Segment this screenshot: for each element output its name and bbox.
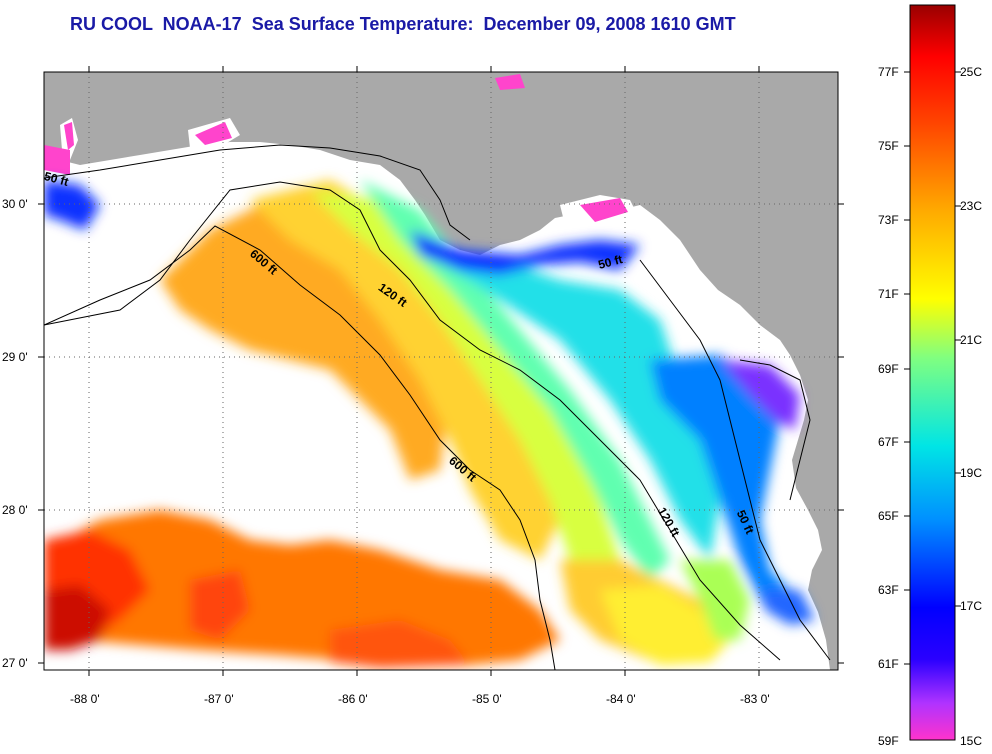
map-title: RU COOL NOAA-17 Sea Surface Temperature:…: [70, 14, 736, 34]
longitude-label: -87 0': [204, 692, 234, 706]
land-mass: [44, 72, 838, 670]
colorbar-c-label: 17C: [960, 599, 983, 613]
colorbar-f-label: 59F: [878, 734, 899, 748]
colorbar-f-label: 71F: [878, 287, 899, 301]
colorbar-c-label: 15C: [960, 734, 983, 748]
colorbar-f-label: 73F: [878, 213, 899, 227]
longitude-label: -83 0': [740, 692, 770, 706]
colorbar-f-label: 67F: [878, 435, 899, 449]
colorbar-f-label: 77F: [878, 65, 899, 79]
latitude-label: 29 0': [2, 350, 28, 364]
latitude-label: 27 0': [2, 656, 28, 670]
sst-imagery: [44, 180, 815, 668]
colorbar-f-label: 65F: [878, 509, 899, 523]
axis-ticks: [38, 66, 844, 676]
latitude-label: 28 0': [2, 503, 28, 517]
longitude-label: -88 0': [70, 692, 100, 706]
longitude-label: -85 0': [472, 692, 502, 706]
colorbar-c-label: 19C: [960, 466, 983, 480]
colorbar: [909, 4, 956, 741]
latitude-label: 30 0': [2, 197, 28, 211]
colorbar-f-label: 69F: [878, 362, 899, 376]
colorbar-f-label: 75F: [878, 139, 899, 153]
colorbar-f-label: 63F: [878, 583, 899, 597]
isobath-lines: [44, 144, 831, 670]
colorbar-f-label: 61F: [878, 657, 899, 671]
colorbar-c-label: 23C: [960, 199, 983, 213]
colorbar-c-label: 21C: [960, 333, 983, 347]
longitude-label: -86 0': [338, 692, 368, 706]
longitude-label: -84 0': [606, 692, 636, 706]
colorbar-c-label: 25C: [960, 65, 983, 79]
colorbar-ticks: [904, 71, 961, 665]
